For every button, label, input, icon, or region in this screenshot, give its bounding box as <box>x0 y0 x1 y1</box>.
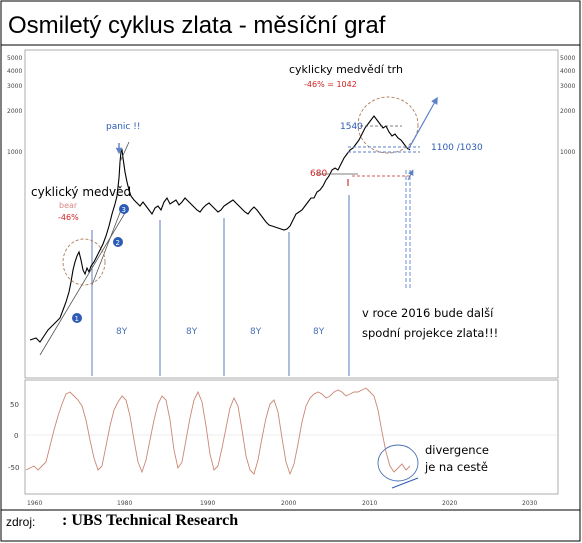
y-tick-right: 2000 <box>560 108 575 115</box>
cycle-label: 8Y <box>313 327 325 337</box>
wave-marker-label: 2 <box>116 239 120 247</box>
forecast-up-small-arrow <box>407 169 414 181</box>
level-1100-label: 1100 /1030 <box>431 143 483 153</box>
bear-circle-1970s <box>62 238 106 286</box>
cyclic-bear-label: cyklický medvěd <box>31 185 131 199</box>
page-title: Osmiletý cyklus zlata - měsíční graf <box>8 12 386 39</box>
level-1540-label: 1540 <box>340 122 363 132</box>
bear-market-pct-label: -46% = 1042 <box>304 80 357 89</box>
wave-marker-1: 1 <box>72 313 82 323</box>
x-tick: 1960 <box>27 500 42 507</box>
y-tick-right: 3000 <box>560 83 575 90</box>
osc-y-tick: 50 <box>10 401 19 409</box>
osc-y-tick: -50 <box>8 464 19 472</box>
forecast-text-line1: v roce 2016 bude další <box>362 306 494 320</box>
wave-marker-label: 3 <box>122 206 126 214</box>
x-tick: 1990 <box>200 500 215 507</box>
divergence-line <box>391 477 419 489</box>
panic-label: panic !! <box>106 122 140 132</box>
bear-faded-label: bear <box>59 201 78 210</box>
osc-y-tick: 0 <box>14 432 18 440</box>
y-tick-right: 4000 <box>560 68 575 75</box>
panic-trendline <box>119 141 130 163</box>
trendline <box>91 209 122 286</box>
cycle-label: 8Y <box>116 327 128 337</box>
x-tick: 2000 <box>281 500 296 507</box>
y-tick-left: 4000 <box>7 68 22 75</box>
divergence-label-line2: je na cestě <box>424 460 488 474</box>
y-tick-left: 1000 <box>7 149 22 156</box>
cycle-label: 8Y <box>250 327 262 337</box>
x-tick: 2010 <box>362 500 377 507</box>
y-tick-right: 1000 <box>560 149 575 156</box>
cycle-label: 8Y <box>186 327 198 337</box>
oscillator-panel-frame <box>24 379 559 495</box>
x-tick: 1980 <box>117 500 132 507</box>
x-tick: 2020 <box>442 500 457 507</box>
cycle-lines <box>91 195 350 376</box>
bear-market-label: cyklicky medvědí trh <box>289 63 403 76</box>
y-tick-left: 3000 <box>7 83 22 90</box>
bear-pct-label: -46% <box>58 213 79 222</box>
divergence-label-line1: divergence <box>425 443 489 457</box>
wave-marker-3: 3 <box>119 204 129 214</box>
y-tick-left: 2000 <box>7 108 22 115</box>
y-tick-right: 5000 <box>560 55 575 62</box>
trendline <box>39 207 129 356</box>
price-panel-frame <box>24 49 559 379</box>
oscillator-line <box>25 387 411 476</box>
bear-circle-2011 <box>357 96 419 154</box>
forecast-text-line2: spodní projekce zlata!!! <box>362 326 498 340</box>
y-tick-left: 5000 <box>7 55 22 62</box>
level-680-label: 680 <box>310 169 327 179</box>
x-tick: 2030 <box>522 500 537 507</box>
wave-marker-label: 1 <box>75 315 79 323</box>
source-label: zdroj: <box>6 515 36 529</box>
wave-marker-2: 2 <box>113 237 123 247</box>
gold-price-line <box>29 115 411 343</box>
forecast-up-arrow <box>407 96 438 151</box>
source-text: : UBS Technical Research <box>62 512 239 529</box>
divergence-circle <box>377 444 419 482</box>
